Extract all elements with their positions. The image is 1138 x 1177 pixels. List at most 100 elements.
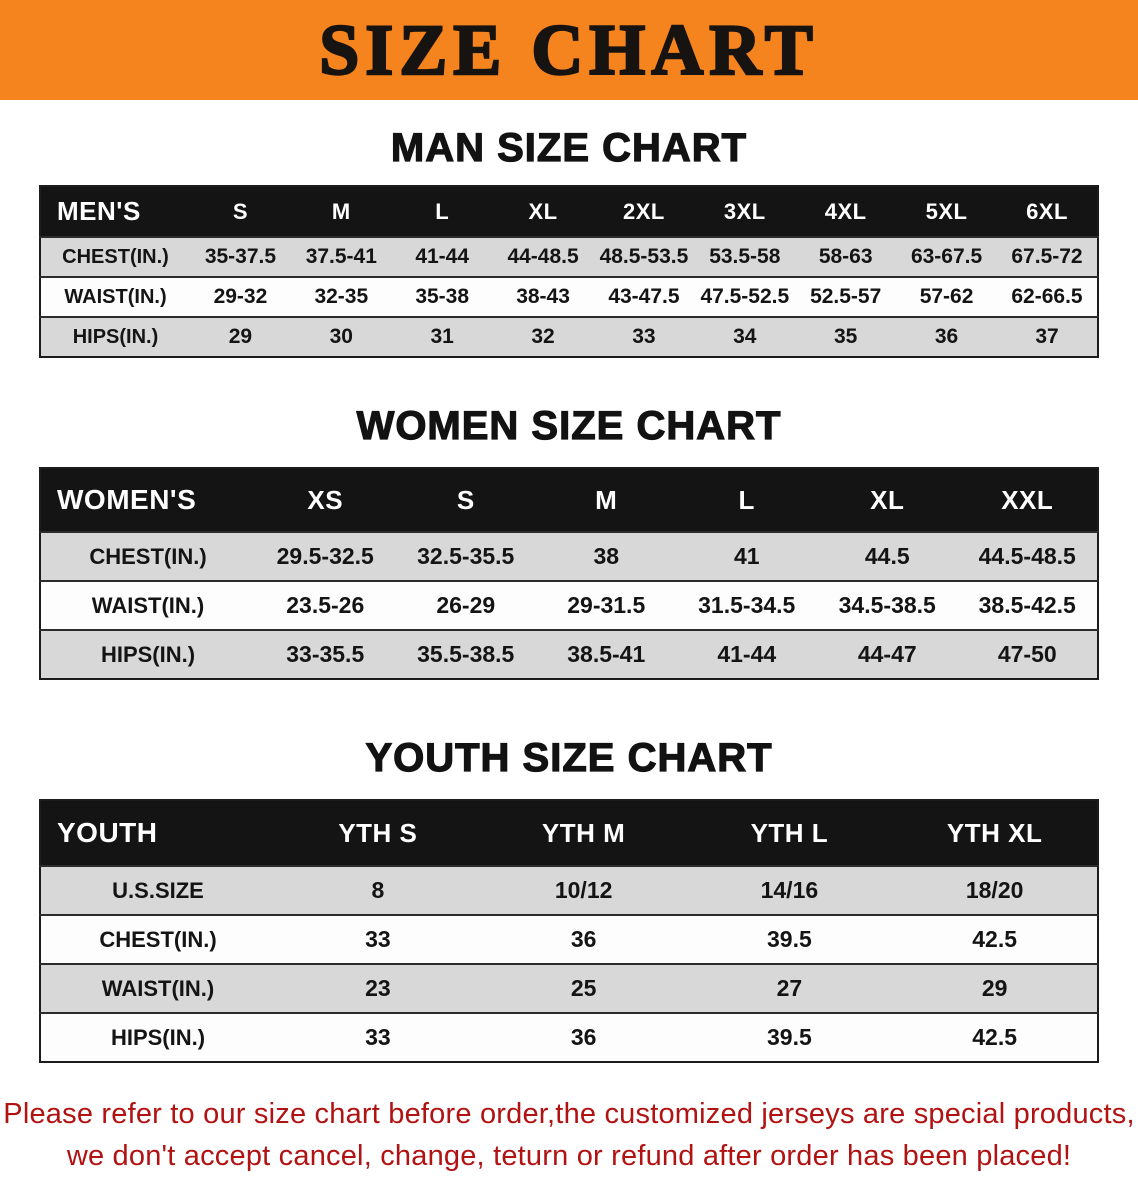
size-column-header: M [536,468,677,532]
table-row: CHEST(IN.) 35-37.5 37.5-41 41-44 44-48.5 48.5… [40,237,1098,277]
size-value-cell: 23.5-26 [286,592,365,618]
row-label: HIPS(IN.) [72,325,159,348]
title-banner: SIZE CHART [0,0,1138,100]
men-size-table: MEN'S S M L XL 2XL 3XL 4XL 5XL 6XL CHEST(IN.) 35-37… [39,185,1099,358]
size-value-cell: 44-47 [857,641,917,667]
size-column-header: L [676,468,817,532]
size-value-cell: 29-31.5 [567,592,646,618]
row-label: HIPS(IN.) [100,641,196,667]
disclaimer-line-1: Please refer to our size chart before or… [3,1098,1135,1130]
size-value-cell: 41-44 [717,641,777,667]
size-value-cell: 39.5 [766,926,812,952]
size-value-cell: 23 [365,975,391,1001]
youth-size-table: YOUTH YTH S YTH M YTH L YTH XL U.S.SIZE 8 10/12… [39,799,1099,1063]
size-column-header: YTH M [480,800,687,866]
size-value-cell: 27 [776,975,803,1001]
size-value-cell: 34 [733,325,757,348]
table-row: HIPS(IN.) 33-35.5 35.5-38.5 38.5-41 41-44 44-… [40,630,1098,679]
size-value-cell: 39.5 [766,1024,812,1050]
row-label: CHEST(IN.) [62,245,169,268]
size-value-cell: 47-50 [997,641,1057,667]
size-value-cell: 38.5-41 [567,641,646,667]
size-value-cell: 29-32 [213,285,268,308]
size-value-cell: 35-37.5 [204,245,277,268]
disclaimer-note: Please refer to our size chart before or… [0,1093,1138,1177]
women-size-section: WOMEN SIZE CHART WOMEN'S XS S M L XL XXL CHEST(… [0,403,1138,680]
size-value-cell: 35 [834,325,858,348]
youth-size-section: YOUTH SIZE CHART YOUTH YTH S YTH M YTH L YTH… [0,735,1138,1063]
size-value-cell: 52.5-57 [810,285,882,308]
size-value-cell: 8 [371,877,385,903]
size-value-cell: 35.5-38.5 [417,641,515,667]
size-value-cell: 33 [632,325,656,348]
size-value-cell: 67.5-72 [1011,245,1083,268]
size-value-cell: 43-47.5 [608,285,680,308]
row-label: U.S.SIZE [112,877,204,903]
size-value-cell: 37 [1035,325,1059,348]
row-label: WAIST(IN.) [101,975,215,1001]
size-value-cell: 32.5-35.5 [417,543,515,569]
size-value-cell: 36 [570,1024,597,1050]
size-value-cell: 25 [570,975,597,1001]
table-header-row: YOUTH YTH S YTH M YTH L YTH XL [40,800,1098,866]
size-value-cell: 38-43 [516,285,570,308]
table-row: U.S.SIZE 8 10/12 14/16 18/20 [40,866,1098,915]
size-value-cell: 29.5-32.5 [276,543,374,569]
row-label: WAIST(IN.) [91,592,205,618]
size-value-cell: 30 [329,325,353,348]
size-column-header: XL [817,468,958,532]
size-value-cell: 47.5-52.5 [700,285,790,308]
size-value-cell: 58-63 [818,245,873,268]
size-value-cell: 62-66.5 [1011,285,1083,308]
table-header-row: WOMEN'S XS S M L XL XXL [40,468,1098,532]
table-header-row: MEN'S S M L XL 2XL 3XL 4XL 5XL 6XL [40,186,1098,237]
size-value-cell: 38.5-42.5 [978,592,1076,618]
size-column-header: L [391,186,493,237]
table-row: WAIST(IN.) 29-32 32-35 35-38 38-43 43-47.5 47.… [40,277,1098,317]
size-value-cell: 14/16 [760,877,819,903]
disclaimer-line-2: we don't accept cancel, change, teturn o… [66,1140,1072,1173]
table-row: WAIST(IN.) 23 25 27 29 [40,964,1098,1013]
row-label: CHEST(IN.) [99,926,217,952]
table-title-cell: YOUTH [40,800,275,866]
size-column-header: 3XL [694,186,796,237]
women-section-heading: WOMEN SIZE CHART [356,403,782,448]
page-title: SIZE CHART [318,10,819,90]
size-column-header: YTH XL [892,800,1098,866]
table-row: CHEST(IN.) 29.5-32.5 32.5-35.5 38 41 44.5 44.5… [40,532,1098,581]
size-value-cell: 18/20 [965,877,1024,903]
size-value-cell: 32-35 [314,285,369,308]
size-value-cell: 10/12 [554,877,613,903]
size-column-header: S [190,186,291,237]
size-column-header: XXL [957,468,1098,532]
size-value-cell: 44.5-48.5 [978,543,1076,569]
size-column-header: 5XL [896,186,997,237]
table-row: WAIST(IN.) 23.5-26 26-29 29-31.5 31.5-34.5 34… [40,581,1098,630]
men-size-section: MAN SIZE CHART MEN'S S M L XL 2XL 3XL 4XL 5XL 6XL… [0,125,1138,358]
size-value-cell: 63-67.5 [910,245,983,268]
size-column-header: XL [492,186,594,237]
size-column-header: 4XL [795,186,897,237]
row-label: WAIST(IN.) [64,285,167,308]
size-value-cell: 31.5-34.5 [698,592,796,618]
table-title-cell: MEN'S [40,186,190,237]
size-value-cell: 41 [733,543,760,569]
size-value-cell: 37.5-41 [305,245,377,268]
table-row: HIPS(IN.) 29 30 31 32 33 34 35 36 37 [40,317,1098,357]
table-row: HIPS(IN.) 33 36 39.5 42.5 [40,1013,1098,1062]
size-value-cell: 42.5 [972,926,1017,952]
size-column-header: 6XL [997,186,1098,237]
size-column-header: 2XL [593,186,695,237]
size-value-cell: 33 [365,1024,391,1050]
size-value-cell: 38 [593,543,620,569]
youth-section-heading: YOUTH SIZE CHART [365,735,773,780]
table-title-cell: WOMEN'S [40,468,255,532]
women-size-table: WOMEN'S XS S M L XL XXL CHEST(IN.) 29.5-32.5 32.5… [39,467,1099,680]
size-value-cell: 35-38 [415,285,470,308]
size-value-cell: 33 [365,926,391,952]
size-value-cell: 41-44 [415,245,470,268]
size-column-header: XS [255,468,396,532]
row-label: HIPS(IN.) [110,1024,206,1050]
size-column-header: YTH S [275,800,481,866]
